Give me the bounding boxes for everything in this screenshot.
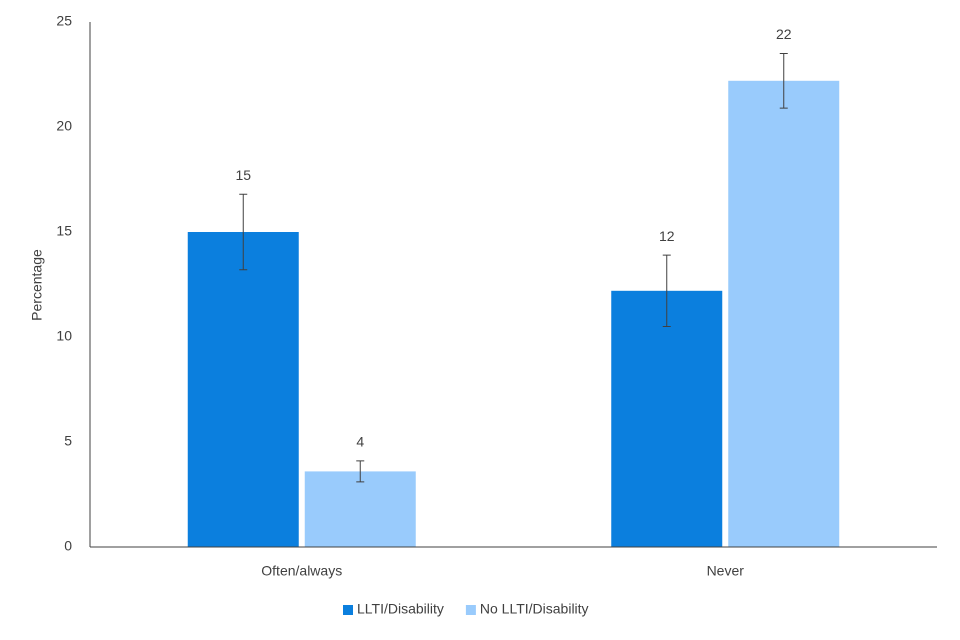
bar [187, 232, 299, 547]
legend-label: LLTI/Disability [357, 601, 444, 617]
x-tick-label: Often/always [261, 563, 342, 579]
data-label: 15 [235, 167, 251, 183]
error-bar [356, 460, 365, 483]
data-label: 22 [776, 26, 792, 42]
y-axis-label: Percentage [29, 249, 45, 321]
bar [304, 471, 416, 547]
error-bar [779, 53, 788, 109]
y-tick-label: 10 [56, 328, 72, 344]
error-bar [662, 254, 671, 327]
data-label: 4 [356, 434, 364, 450]
y-tick-label: 0 [64, 538, 72, 554]
error-bar [239, 193, 248, 271]
bar [611, 290, 723, 547]
data-label: 12 [659, 228, 675, 244]
legend-swatch [465, 605, 476, 615]
y-tick-label: 15 [56, 223, 72, 239]
legend-label: No LLTI/Disability [480, 601, 589, 617]
y-tick-label: 25 [56, 13, 72, 29]
y-tick-label: 20 [56, 118, 72, 134]
legend-swatch [343, 605, 353, 615]
bar [728, 80, 840, 548]
y-tick-label: 5 [64, 433, 72, 449]
x-tick-label: Never [707, 563, 745, 579]
